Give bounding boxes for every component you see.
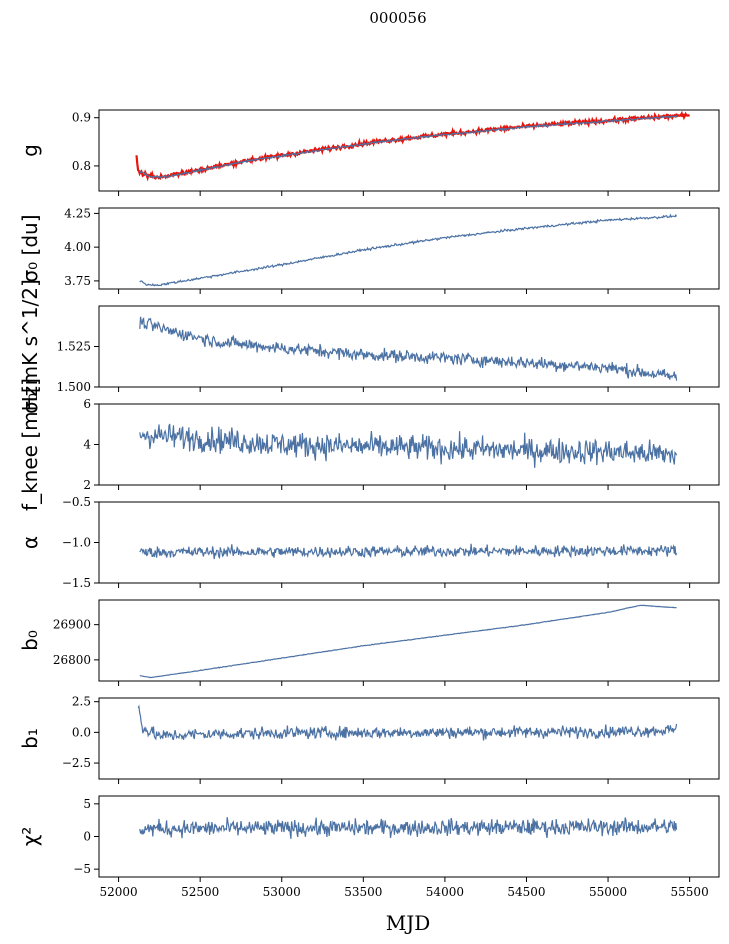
y-tick-label-b1: 0.0 xyxy=(72,725,91,739)
y-axis-label-b0: b₀ xyxy=(18,630,42,651)
x-tick-label: 55000 xyxy=(589,885,627,899)
x-tick-label: 54500 xyxy=(507,885,545,899)
y-axis-label-sigma0_du: σ₀ [du] xyxy=(18,214,42,282)
axes-frame-alpha xyxy=(98,501,720,584)
y-axis-label-sigma0_mk: σ₀[mK s^1/2] xyxy=(18,279,42,414)
y-axis-label-g: g xyxy=(18,144,42,157)
series-line-sigma0_du-main xyxy=(139,213,678,287)
axes-frame-b1 xyxy=(98,697,720,780)
x-axis-label: MJD xyxy=(386,911,431,935)
axes-frame-g xyxy=(98,109,720,192)
y-tick-label-alpha: −1.0 xyxy=(62,536,91,550)
y-tick-label-sigma0_du: 3.75 xyxy=(64,274,91,288)
series-line-g-main xyxy=(139,114,678,179)
panel-sigma0_du: 3.75 4.00 4.25 σ₀ [du] xyxy=(18,206,720,294)
x-tick-label: 55500 xyxy=(671,885,709,899)
y-tick-label-b0: 26800 xyxy=(53,653,91,667)
y-tick-label-chi2: 0 xyxy=(83,830,91,844)
x-tick-label: 52500 xyxy=(181,885,219,899)
y-tick-label-sigma0_mk: 1.500 xyxy=(57,380,91,394)
panel-chi2: −5 0 5 52000 52500 53000 53500 54000 54500 55000 5… xyxy=(18,795,720,899)
y-tick-label-sigma0_du: 4.25 xyxy=(64,206,91,220)
y-tick-label-sigma0_du: 4.00 xyxy=(64,240,91,254)
y-axis-label-fknee: f_knee [mHz] xyxy=(18,378,42,511)
figure-title: 000056 xyxy=(369,9,426,27)
panel-g: 0.8 0.9 g xyxy=(18,109,720,196)
series-line-alpha-main xyxy=(139,543,678,560)
series-line-g-overlay xyxy=(135,110,691,182)
axes-frame-chi2 xyxy=(98,795,720,878)
axes-frame-b0 xyxy=(98,599,720,682)
y-tick-label-alpha: −1.5 xyxy=(62,576,91,590)
x-tick-label: 52000 xyxy=(99,885,137,899)
y-tick-label-b1: −2.5 xyxy=(62,756,91,770)
y-tick-label-chi2: −5 xyxy=(73,862,91,876)
y-tick-label-b1: 2.5 xyxy=(72,695,91,709)
series-line-fknee-main xyxy=(139,423,678,468)
axes-frame-sigma0_mk xyxy=(98,305,720,388)
panel-b0: 26800 26900 b₀ xyxy=(18,599,720,686)
y-axis-label-b1: b₁ xyxy=(18,728,42,749)
y-tick-label-fknee: 6 xyxy=(83,397,91,411)
y-tick-label-b0: 26900 xyxy=(53,618,91,632)
series-line-b0-main xyxy=(139,604,677,679)
x-tick-label: 54000 xyxy=(426,885,464,899)
series-line-sigma0_mk-main xyxy=(139,316,678,381)
y-tick-label-g: 0.8 xyxy=(72,159,91,173)
y-tick-label-fknee: 4 xyxy=(83,438,91,452)
y-axis-label-alpha: α xyxy=(18,536,42,549)
panel-fknee: 2 4 6 f_knee [mHz] xyxy=(18,378,720,511)
panel-b1: −2.5 0.0 2.5 b₁ xyxy=(18,695,720,784)
x-tick-label: 53500 xyxy=(344,885,382,899)
series-line-chi2-main xyxy=(139,817,678,839)
y-tick-label-sigma0_mk: 1.525 xyxy=(57,340,91,354)
y-tick-label-alpha: −0.5 xyxy=(62,495,91,509)
x-tick-label: 53000 xyxy=(263,885,301,899)
panel-alpha: −1.5 −1.0 −0.5 α xyxy=(18,495,720,590)
axes-frame-sigma0_du xyxy=(98,207,720,290)
y-tick-label-g: 0.9 xyxy=(72,111,91,125)
y-axis-label-chi2: χ² xyxy=(18,827,42,847)
y-tick-label-chi2: 5 xyxy=(83,797,91,811)
y-tick-label-fknee: 2 xyxy=(83,478,91,492)
panel-sigma0_mk: 1.500 1.525 σ₀[mK s^1/2] xyxy=(18,279,720,414)
series-line-b1-main xyxy=(137,704,678,741)
